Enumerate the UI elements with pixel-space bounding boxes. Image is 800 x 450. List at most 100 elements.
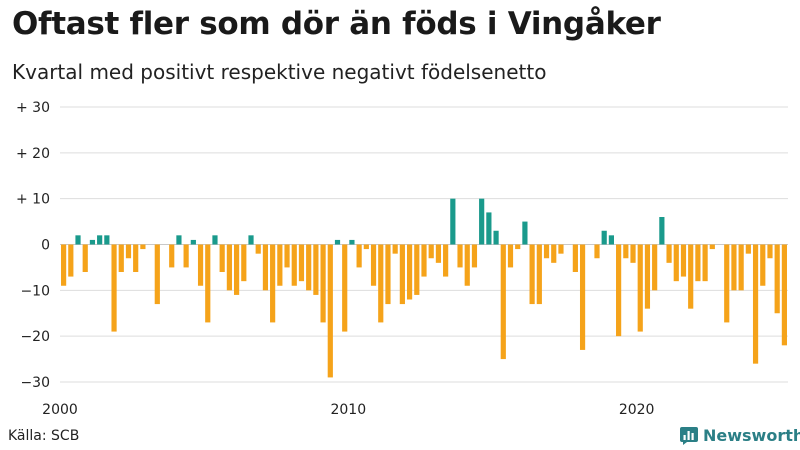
bar-negative (644, 244, 651, 309)
bar-negative (745, 244, 751, 254)
bar-positive (190, 239, 196, 245)
bar-negative (277, 244, 283, 286)
bar-negative (724, 244, 730, 323)
bar-negative (558, 244, 564, 254)
bar-positive (349, 239, 355, 245)
bar-negative (356, 244, 362, 268)
bar-negative (428, 244, 434, 259)
bar-negative (226, 244, 232, 291)
bar-negative (688, 244, 694, 309)
bar-positive (522, 221, 528, 245)
bar-negative (342, 244, 348, 332)
bar-negative (551, 244, 557, 263)
bar-negative (464, 244, 470, 286)
bar-negative (270, 244, 276, 323)
bar-negative (133, 244, 139, 272)
bar-negative (443, 244, 449, 277)
bar-negative (579, 244, 586, 350)
bar-negative (652, 244, 658, 291)
bar-negative (572, 244, 578, 272)
bar-negative (616, 244, 622, 337)
bar-negative (61, 244, 67, 286)
bar-positive (75, 235, 81, 245)
y-tick-label: −10 (20, 283, 50, 299)
bar-negative (731, 244, 737, 291)
bar-negative (500, 244, 506, 360)
source-label: Källa: SCB (8, 428, 80, 444)
x-axis-ticks: 2000 2010 2020 (42, 402, 654, 418)
bar-negative (543, 244, 550, 259)
bar-negative (399, 244, 405, 305)
bar-negative (760, 244, 766, 286)
bar-negative (623, 244, 629, 259)
x-tick-label: 2020 (619, 402, 655, 418)
chart-subtitle: Kvartal med positivt respektive negativt… (12, 60, 547, 84)
bar-negative (702, 244, 708, 282)
bar-negative (781, 244, 787, 346)
y-tick-label: + 30 (16, 100, 50, 116)
bar-negative (327, 244, 333, 378)
bar-positive (601, 230, 607, 245)
bar-negative (219, 244, 225, 272)
newsworthy-icon (680, 426, 698, 445)
bar-negative (673, 244, 679, 282)
bar-negative (666, 244, 672, 263)
bar-negative (471, 244, 478, 268)
bar-negative (284, 244, 290, 268)
bar-positive (450, 198, 456, 245)
bar-negative (738, 244, 744, 291)
brand-logo: Newsworthy (680, 426, 800, 445)
bar-positive (493, 230, 499, 245)
bar-negative (111, 244, 117, 332)
bar-negative (421, 244, 427, 277)
bar-negative (594, 244, 600, 259)
y-tick-label: + 10 (16, 192, 50, 208)
bar-negative (536, 244, 542, 305)
y-tick-label: −30 (20, 375, 50, 391)
bar-negative (414, 244, 420, 295)
x-tick-label: 2010 (330, 402, 366, 418)
bar-negative (370, 244, 377, 286)
bar-positive (97, 235, 103, 245)
chart-title: Oftast fler som dör än föds i Vingåker (12, 6, 661, 42)
bar-negative (637, 244, 643, 332)
bar-negative (680, 244, 687, 277)
bar-negative (82, 244, 88, 272)
bar-negative (457, 244, 463, 268)
bar-positive (486, 212, 492, 245)
bar-negative (140, 244, 146, 250)
bar-negative (197, 244, 204, 286)
bar-negative (205, 244, 211, 323)
bar-negative (630, 244, 636, 263)
bar-negative (313, 244, 319, 295)
bar-negative (169, 244, 175, 268)
bar-positive (659, 217, 665, 245)
bar-negative (752, 244, 759, 364)
bar-negative (154, 244, 160, 305)
bar-positive (334, 239, 341, 245)
y-axis-ticks: + 30 + 20 + 10 0 −10 −20 −30 (16, 100, 50, 391)
bar-positive (479, 198, 485, 245)
y-tick-label: 0 (41, 238, 50, 254)
bar-chart: + 30 + 20 + 10 0 −10 −20 −30 2000 2010 2020 (16, 100, 788, 418)
brand-name: Newsworthy (703, 426, 800, 445)
x-tick-label: 2000 (42, 402, 78, 418)
bar-positive (608, 235, 614, 245)
y-tick-label: + 20 (16, 146, 50, 162)
bar-negative (507, 244, 514, 268)
bar-negative (291, 244, 297, 286)
bar-negative (406, 244, 413, 300)
bar-negative (306, 244, 312, 291)
bars (61, 198, 787, 378)
bar-negative (709, 244, 715, 250)
bar-negative (68, 244, 74, 277)
bar-positive (248, 235, 254, 245)
y-tick-label: −20 (20, 329, 50, 345)
bar-negative (695, 244, 701, 282)
bar-negative (118, 244, 124, 272)
bar-positive (212, 235, 218, 245)
bar-negative (767, 244, 773, 259)
bar-negative (515, 244, 521, 250)
bar-negative (234, 244, 240, 295)
bar-negative (298, 244, 305, 282)
